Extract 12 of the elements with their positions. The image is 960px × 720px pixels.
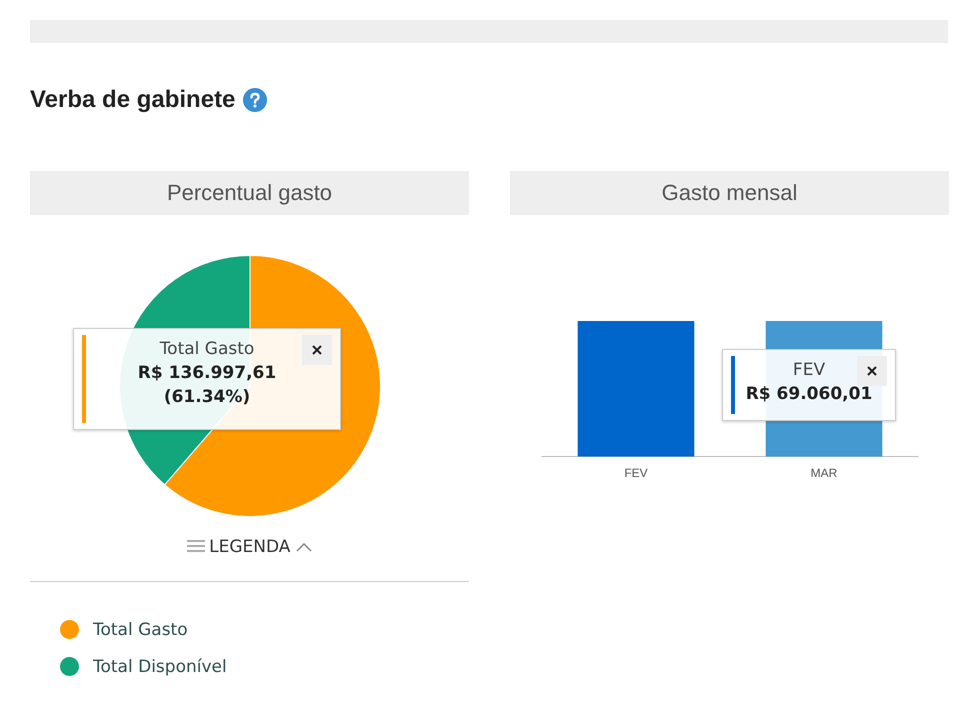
text: R$ 136.997,61 — [136, 363, 278, 383]
legend-title: LEGENDA — [209, 537, 290, 557]
annotation: FEV — [792, 360, 826, 380]
chart-title: Gasto mensal — [510, 171, 949, 215]
text: Verba de gabinete — [30, 86, 236, 114]
legend-label: Total Disponível — [93, 656, 227, 676]
text: (61.34%) — [162, 387, 252, 407]
annotation: R$ 69.060,01 — [744, 384, 874, 404]
x-tick-label: MAR — [810, 466, 838, 480]
chart-title: Percentual gasto — [30, 171, 469, 215]
text: Total Gasto — [158, 339, 256, 359]
legend-label: Total Gasto — [93, 620, 188, 640]
